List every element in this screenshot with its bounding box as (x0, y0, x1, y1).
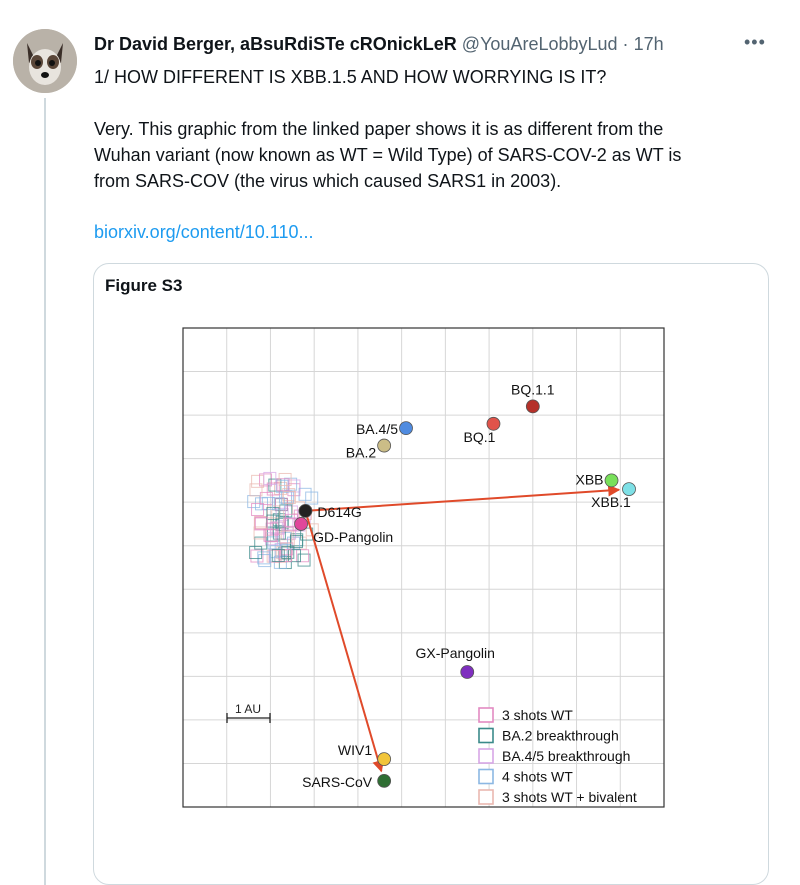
serum-marker (254, 516, 268, 530)
serum-marker (278, 549, 292, 563)
legend-label: BA.4/5 breakthrough (502, 748, 630, 764)
legend-label: 4 shots WT (502, 769, 573, 785)
serum-marker (297, 553, 311, 567)
tweet-line: Wuhan variant (now known as WT = Wild Ty… (94, 145, 682, 165)
point-label-d614g: D614G (317, 504, 361, 520)
author-handle[interactable]: @YouAreLobbyLud (461, 34, 618, 54)
serum-marker (283, 526, 297, 540)
serum-marker (263, 528, 277, 542)
serum-marker (254, 536, 268, 550)
serum-marker (253, 526, 267, 540)
legend-swatch (478, 727, 494, 744)
serum-marker (266, 482, 280, 496)
legend-label: 3 shots WT (502, 707, 573, 723)
point-label-bq-1: BQ.1 (464, 429, 496, 445)
author-name[interactable]: Dr David Berger, aBsuRdiSTe cROnickLeR (94, 34, 457, 54)
point-label-gd-pangolin: GD-Pangolin (313, 529, 393, 545)
grid (182, 327, 665, 808)
serum-marker (298, 487, 312, 501)
serum-marker (271, 548, 285, 562)
timestamp[interactable]: 17h (633, 34, 664, 54)
serum-marker (264, 529, 278, 543)
serum-marker (281, 545, 295, 559)
serum-markers (247, 471, 319, 570)
arrows (304, 484, 621, 773)
tweet-line: 1/ HOW DIFFERENT IS XBB.1.5 AND HOW WORR… (94, 67, 607, 87)
point-label-ba-2: BA.2 (346, 445, 377, 461)
virus-points: BQ.1.1 BQ.1 BA.4/5 BA.2 XBB XBB.1 D614G GD-Pang… (294, 381, 636, 790)
point-label-sars-cov: SARS-CoV (302, 774, 373, 790)
figure-title: Figure S3 (105, 276, 183, 295)
serum-marker (271, 497, 285, 511)
media-card[interactable] (93, 263, 769, 885)
point-ba-4-5 (399, 421, 413, 436)
point-xbb-1 (622, 482, 636, 497)
separator-dot: · (622, 34, 629, 54)
serum-marker (259, 473, 273, 487)
serum-marker (250, 549, 264, 563)
serum-marker (258, 554, 272, 568)
tweet-line: Very. This graphic from the linked paper… (94, 119, 664, 139)
point-gd-pangolin (294, 517, 308, 531)
point-bq-1-1 (525, 399, 540, 414)
legend-label: 3 shots WT + bivalent (502, 789, 637, 805)
tweet-header: Dr David Berger, aBsuRdiSTe cROnickLeR @… (94, 34, 664, 55)
tweet-text: 1/ HOW DIFFERENT IS XBB.1.5 AND HOW WORR… (94, 64, 774, 194)
serum-marker (249, 483, 263, 497)
point-label-gx-pangolin: GX-Pangolin (416, 645, 495, 661)
avatar[interactable] (13, 29, 77, 93)
point-label-bq-1-1: BQ.1.1 (511, 381, 555, 397)
legend-swatch (478, 707, 494, 723)
serum-marker (278, 472, 292, 486)
serum-marker (251, 503, 265, 517)
point-sars-cov (377, 773, 392, 788)
thread-line (44, 98, 46, 885)
serum-marker (275, 479, 289, 493)
serum-marker (296, 549, 310, 563)
legend-swatch (478, 748, 494, 764)
more-options-icon[interactable]: ••• (744, 32, 766, 52)
point-gx-pangolin (460, 665, 475, 679)
point-wiv1 (377, 752, 392, 766)
legend-label: BA.2 breakthrough (502, 728, 619, 744)
serum-marker (305, 491, 319, 505)
point-label-xbb: XBB (576, 471, 604, 487)
point-xbb (604, 473, 619, 488)
legend-swatch (478, 768, 494, 785)
article-link[interactable]: biorxiv.org/content/10.110... (94, 222, 314, 242)
legend-swatch (478, 789, 494, 805)
scale-bar: 1 AU (226, 702, 271, 723)
serum-marker (249, 546, 263, 560)
scale-bar-label: 1 AU (235, 702, 261, 716)
serum-marker (263, 471, 277, 485)
legend: 3 shots WT BA.2 breakthrough BA.4/5 breakt… (478, 707, 637, 805)
serum-marker (276, 478, 290, 492)
serum-marker (279, 530, 293, 544)
point-label-xbb-1: XBB.1 (591, 494, 631, 510)
point-d614g (298, 503, 313, 518)
arrow-sars-cov (304, 510, 385, 773)
plot-frame (182, 327, 665, 808)
dog-avatar-icon (13, 29, 77, 93)
point-bq-1 (486, 416, 501, 431)
serum-marker (289, 535, 303, 549)
point-label-ba-4-5: BA.4/5 (356, 421, 398, 437)
tweet-line: from SARS-COV (the virus which caused SA… (94, 171, 562, 191)
point-ba-2 (377, 438, 392, 453)
serum-marker (287, 549, 301, 563)
serum-marker (266, 505, 280, 519)
point-label-wiv1: WIV1 (338, 742, 372, 758)
arrow-xbb-1 (305, 484, 621, 512)
